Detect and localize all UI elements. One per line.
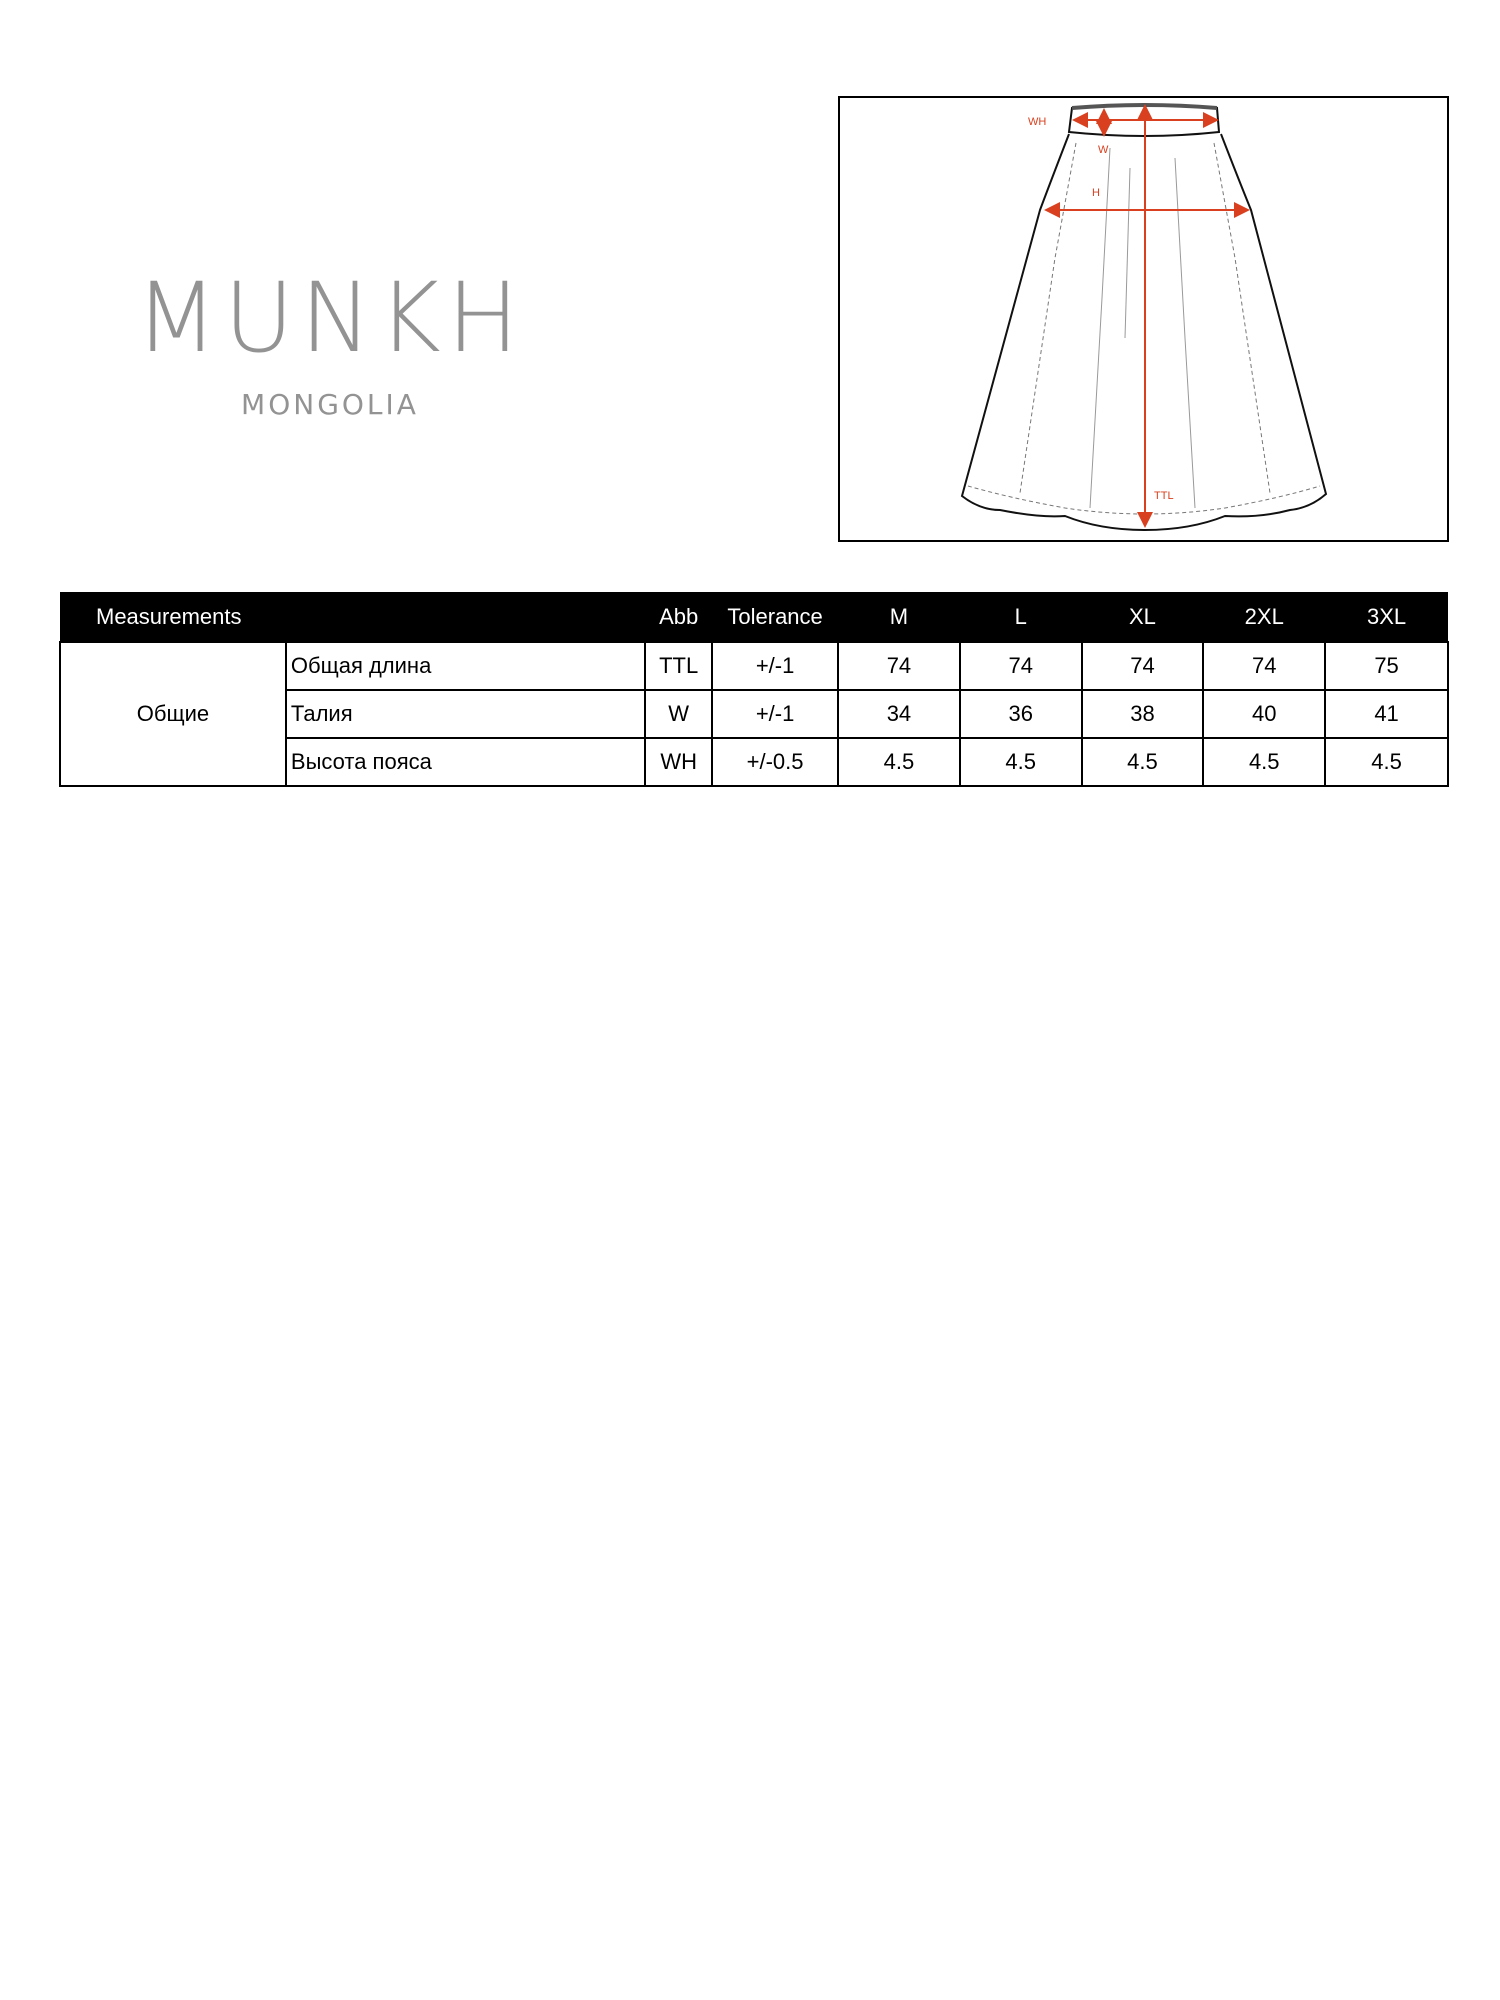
measurement-name: Общая длина [284,641,647,691]
value-cell: 75 [1324,641,1449,691]
seam-lines [967,142,1321,515]
measurement-name: Высота пояса [284,737,647,787]
header-size-3xl: 3XL [1325,592,1448,642]
abb-cell: W [644,689,714,739]
logo-brand: MUNKH [134,262,526,374]
abb-cell: TTL [644,641,714,691]
value-cell: 38 [1080,689,1205,739]
header-size-2xl: 2XL [1203,592,1326,642]
size-chart-table: Measurements Abb Tolerance M L XL 2XL 3X… [59,592,1449,787]
header-blank [285,592,646,642]
label-h: H [1092,187,1100,199]
value-cell: 74 [1080,641,1205,691]
table-row: Талия W +/-1 34 36 38 40 41 [60,689,1449,739]
label-wh: WH [1028,116,1046,128]
value-cell: 74 [837,641,961,691]
value-cell: 36 [958,689,1083,739]
abb-cell: WH [644,737,714,787]
tolerance-cell: +/-0.5 [711,737,840,787]
table-row: Высота пояса WH +/-0.5 4.5 4.5 4.5 4.5 4… [60,737,1449,787]
logo-subtitle: MONGOLIA [241,388,419,421]
table-header-row: Measurements Abb Tolerance M L XL 2XL 3X… [60,592,1448,642]
skirt-sketch: WH W H TTL [960,103,1328,532]
value-cell: 40 [1202,689,1327,739]
value-cell: 4.5 [1324,737,1449,787]
value-cell: 4.5 [958,737,1083,787]
value-cell: 4.5 [1080,737,1205,787]
measurement-name: Талия [284,689,647,739]
value-cell: 4.5 [1202,737,1327,787]
tolerance-cell: +/-1 [711,689,840,739]
value-cell: 4.5 [837,737,961,787]
value-cell: 41 [1324,689,1449,739]
tolerance-cell: +/-1 [711,641,840,691]
table-row: Общие Общая длина TTL +/-1 74 74 74 74 7… [59,641,1449,787]
label-ttl: TTL [1154,490,1174,502]
brand-logo: MUNKH MONGOLIA [120,270,540,421]
header-size-m: M [838,592,960,642]
skirt-measurement-diagram: WH W H TTL [838,96,1449,542]
label-w: W [1098,144,1109,156]
header-tolerance: Tolerance [712,592,839,642]
header-size-xl: XL [1081,592,1204,642]
value-cell: 74 [1202,641,1327,691]
header-measurements: Measurements [60,592,286,642]
header-abb: Abb [645,592,713,642]
fold-lines [1089,147,1196,509]
header-size-l: L [959,592,1082,642]
group-cell: Общие [59,641,287,787]
measurement-arrows [1044,104,1250,528]
value-cell: 34 [837,689,961,739]
value-cell: 74 [958,641,1083,691]
